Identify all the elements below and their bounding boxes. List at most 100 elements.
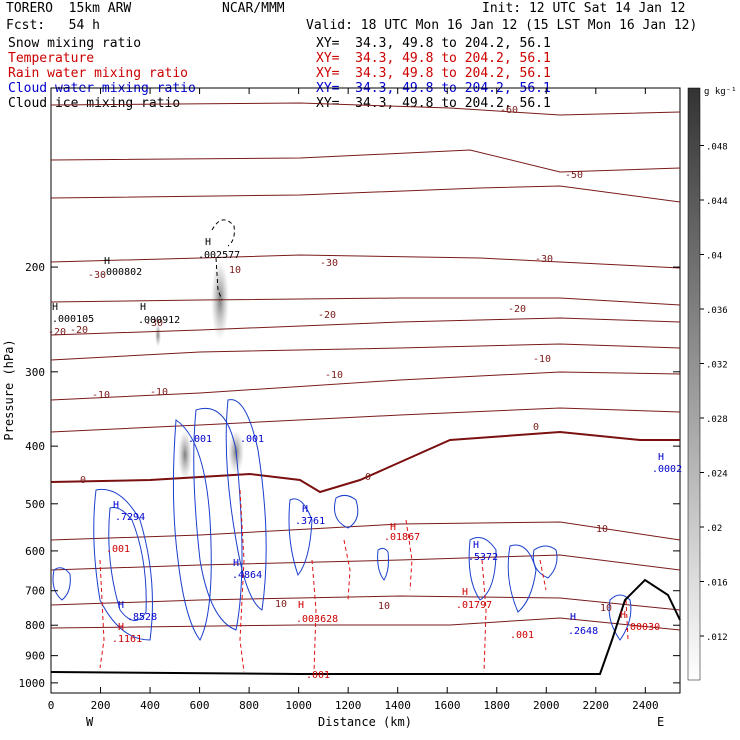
isotherm-label: -10: [92, 390, 110, 401]
high-marker: H: [233, 558, 239, 569]
isotherm: [50, 407, 681, 433]
x-tick-label: 1600: [434, 699, 461, 712]
isotherm-label: -30: [88, 270, 106, 281]
cloud-ice-contour: [211, 219, 235, 247]
high-marker: H: [113, 500, 119, 511]
field-label-snow: Snow mixing ratio: [8, 36, 142, 51]
high-marker: H: [390, 522, 396, 533]
field-xy-rain: XY= 34.3, 49.8 to 204.2, 56.1: [316, 66, 551, 81]
x-tick-label: 1200: [335, 699, 362, 712]
x-tick-label: 2200: [583, 699, 610, 712]
isotherm: [50, 185, 681, 203]
isotherm-label: -20: [508, 304, 526, 315]
field-xy-cloud-ice: XY= 34.3, 49.8 to 204.2, 56.1: [316, 96, 551, 111]
isotherm-label: -30: [535, 254, 553, 265]
isotherm-label: -20: [70, 325, 88, 336]
isotherm-label: 10: [596, 524, 608, 535]
cloud-water-contour: [288, 498, 313, 577]
isotherm: [50, 149, 681, 173]
maximum-value-label: .7294: [115, 512, 145, 523]
colorbar-tick-label: .012: [706, 633, 728, 643]
isotherm-label: -10: [325, 370, 343, 381]
high-marker: H: [620, 610, 626, 621]
maximum-value-label: .01797: [456, 600, 492, 611]
isotherm: [50, 102, 681, 116]
isotherm-label: 10: [275, 599, 287, 610]
field-label-cloud-ice: Cloud ice mixing ratio: [8, 96, 181, 111]
high-marker: H: [473, 540, 479, 551]
x-tick-label: 600: [190, 699, 210, 712]
x-tick-label: 1800: [483, 699, 510, 712]
x-tick-label: 2400: [632, 699, 659, 712]
cloud-water-contour: [608, 594, 632, 641]
y-tick-label: 200: [25, 261, 45, 274]
cloud-water-contour: [507, 544, 537, 613]
rain-contour: [239, 489, 245, 673]
maximum-value-label: .002577: [198, 250, 240, 261]
isotherm-label: 10: [229, 265, 241, 276]
rain-contour: [311, 559, 317, 673]
x-tick-label: 1000: [285, 699, 312, 712]
maximum-value-label: .000105: [52, 314, 94, 325]
axes: 0 200 400 600 800 1000 1200 1400 1600 1800 2000 220…: [19, 88, 680, 712]
y-tick-label: 600: [25, 545, 45, 558]
colorbar-tick-label: .02: [706, 524, 722, 534]
y-tick-label: 400: [25, 440, 45, 453]
rain-contour: [343, 539, 351, 601]
terrain-profile: [50, 578, 681, 675]
field-label-rain: Rain water mixing ratio: [8, 66, 189, 81]
temperature-isotherms: [50, 102, 681, 631]
isotherm: [50, 297, 681, 306]
rain-contour: [405, 519, 413, 591]
colorbar-tick-label: .028: [706, 415, 728, 425]
rain-contour: [625, 599, 629, 641]
maximum-value-label: .001: [240, 434, 264, 445]
maximum-value-label: .000912: [138, 315, 180, 326]
terrain-line: [50, 578, 681, 675]
x-tick-label: 800: [239, 699, 259, 712]
isotherm-label: 0: [80, 475, 86, 486]
isotherm-label: -30: [145, 318, 163, 329]
high-marker: H: [462, 587, 468, 598]
high-marker: H: [205, 237, 211, 248]
high-marker: H: [658, 452, 664, 463]
cloud-water-contour: [334, 494, 359, 529]
colorbar-tick-label: .032: [706, 361, 728, 371]
maximum-value-label: .5372: [468, 552, 498, 563]
x-tick-label: 400: [140, 699, 160, 712]
cloud-water-contour: [93, 488, 153, 641]
isotherm-label: 10: [378, 601, 390, 612]
isotherm: [50, 595, 681, 611]
rain-contour: [481, 559, 487, 673]
high-marker: H: [298, 600, 304, 611]
maximum-value-label: .003628: [296, 614, 338, 625]
cloud-water-contour: [52, 567, 71, 601]
high-marker: H: [118, 600, 124, 611]
cloud-water-contour: [377, 547, 389, 581]
cloud-water-contour: [172, 419, 212, 641]
maximum-value-label: .000802: [100, 267, 142, 278]
high-marker: H: [570, 612, 576, 623]
maximum-value-label: .0002: [652, 464, 682, 475]
colorbar-unit: g kg⁻¹: [704, 87, 737, 97]
valid-time: Valid: 18 UTC Mon 16 Jan 12 (15 LST Mon …: [306, 18, 698, 33]
y-tick-label: 1000: [19, 677, 46, 690]
maximum-value-label: .8528: [127, 612, 157, 623]
maximum-value-label: .001: [510, 630, 534, 641]
maximum-value-label: .001: [306, 670, 330, 681]
cloud-water-contour: [532, 545, 558, 579]
y-tick-label: 700: [25, 585, 45, 598]
colorbar-tick-label: .024: [706, 470, 728, 480]
y-axis-title: Pressure (hPa): [2, 339, 16, 440]
isotherm-label: -50: [565, 170, 583, 181]
east-label: E: [657, 715, 664, 729]
isotherm: [50, 254, 681, 269]
high-marker: H: [118, 622, 124, 633]
isotherm-label: 10: [600, 603, 612, 614]
isotherm-label: 0: [365, 472, 371, 483]
colorbar-tick-label: .048: [706, 143, 728, 153]
y-tick-label: 900: [25, 650, 45, 663]
field-label-temperature: Temperature: [8, 51, 95, 66]
isotherm: [50, 554, 681, 571]
cloud-ice-contour: [215, 257, 223, 301]
